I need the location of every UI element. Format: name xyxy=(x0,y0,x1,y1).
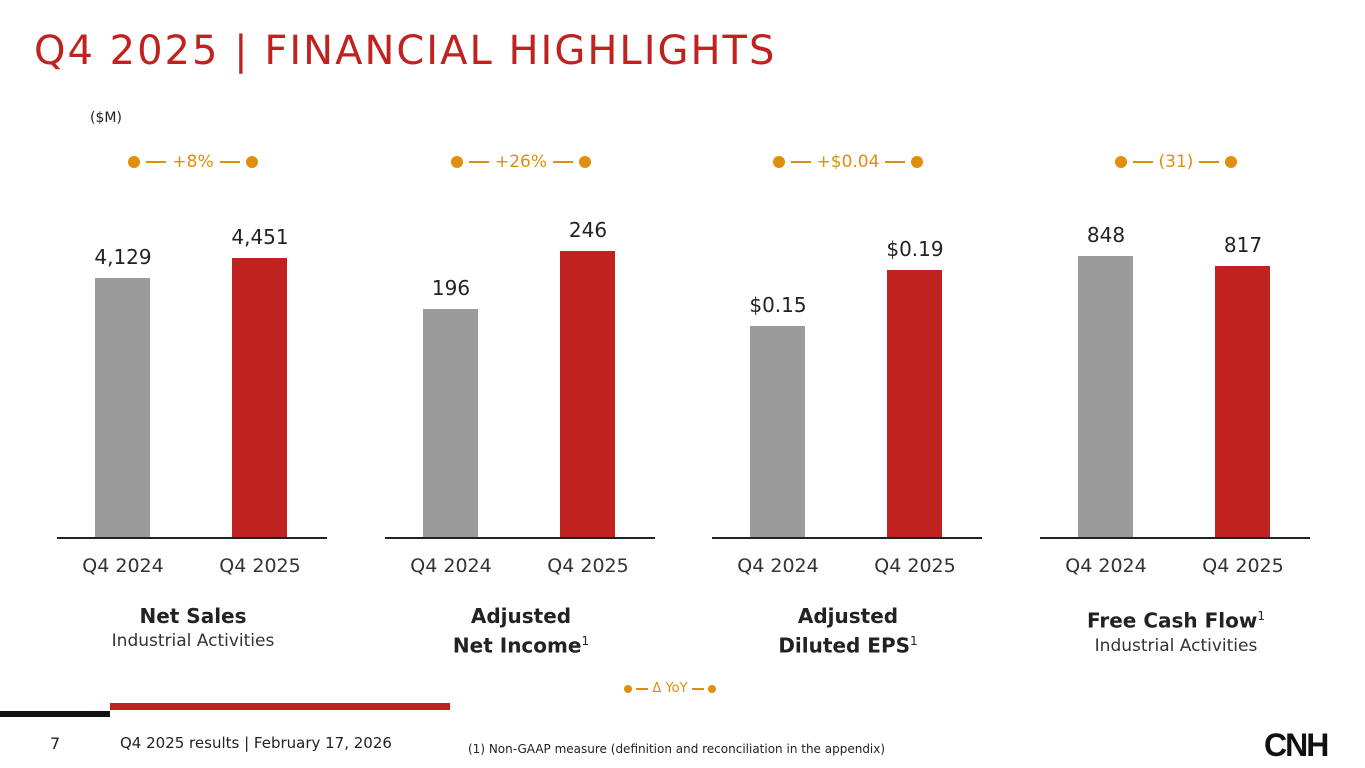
chart-title-text: Net Sales xyxy=(139,604,247,628)
delta-value: +8% xyxy=(172,152,214,172)
dot-icon xyxy=(128,156,141,168)
delta-indicator: +26% xyxy=(385,152,657,172)
chart-title: Free Cash Flow1 Industrial Activities xyxy=(1040,604,1312,659)
x-axis xyxy=(57,537,327,539)
footnote-marker: 1 xyxy=(1257,609,1265,623)
x-tick-label: Q4 2024 xyxy=(82,555,164,577)
delta-value: +26% xyxy=(494,152,548,172)
x-axis xyxy=(712,537,982,539)
legend-dot-icon xyxy=(707,684,716,693)
dot-icon xyxy=(911,156,924,168)
delta-indicator: (31) xyxy=(1040,152,1312,172)
legend: Δ YoY xyxy=(600,681,740,696)
chart-subtitle: Industrial Activities xyxy=(111,631,275,651)
chart-title: Adjusted Net Income1 xyxy=(385,604,657,659)
delta-value: +$0.04 xyxy=(816,152,880,172)
dot-icon xyxy=(450,156,463,168)
chart-1: +8% 4,129 Q4 2024 4,451 Q4 2025 Net Sales Indu… xyxy=(57,0,329,768)
footer-text: Q4 2025 results | February 17, 2026 xyxy=(120,734,392,752)
legend-dot-icon xyxy=(624,684,633,693)
footnote-marker: 1 xyxy=(910,634,918,648)
chart-2: +26% 196 Q4 2024 246 Q4 2025 Adjusted Net Inco… xyxy=(385,0,657,768)
value-label: 4,129 xyxy=(94,245,152,270)
value-label: $0.15 xyxy=(749,293,807,318)
delta-indicator: +8% xyxy=(57,152,329,172)
bar-prior xyxy=(95,278,150,537)
chart-title-text: Adjusted Diluted EPS xyxy=(778,604,911,658)
dot-icon xyxy=(1114,156,1127,168)
value-label: 4,451 xyxy=(231,224,289,249)
value-label: 196 xyxy=(431,276,471,301)
footnote-marker: 1 xyxy=(581,634,590,648)
page-title: Q4 2025 | FINANCIAL HIGHLIGHTS xyxy=(34,28,777,74)
bar-current xyxy=(887,270,942,537)
dot-icon xyxy=(579,156,592,168)
value-label: 817 xyxy=(1223,233,1263,258)
legend-label: Δ YoY xyxy=(652,681,688,696)
chart-subtitle: Industrial Activities xyxy=(1094,635,1258,656)
value-label: 246 xyxy=(568,217,608,242)
chart-4: (31) 848 Q4 2024 817 Q4 2025 Free Cash Flow1 I… xyxy=(1040,0,1312,768)
x-tick-label: Q4 2024 xyxy=(410,555,492,577)
x-tick-label: Q4 2025 xyxy=(874,555,956,577)
delta-value: (31) xyxy=(1158,152,1194,172)
dot-icon xyxy=(245,156,258,168)
x-tick-label: Q4 2025 xyxy=(547,555,629,577)
bar-current xyxy=(232,257,287,537)
x-axis xyxy=(1040,537,1310,539)
x-tick-label: Q4 2024 xyxy=(737,555,819,577)
chart-title: Adjusted Diluted EPS1 xyxy=(712,604,984,659)
x-tick-label: Q4 2025 xyxy=(1202,555,1284,577)
value-label: $0.19 xyxy=(886,237,944,262)
bar-prior xyxy=(1078,255,1133,537)
dot-icon xyxy=(772,156,785,168)
bar-prior xyxy=(423,309,478,537)
footer-bar-black xyxy=(0,711,110,717)
footnote: (1) Non-GAAP measure (definition and rec… xyxy=(468,742,886,756)
page-number: 7 xyxy=(50,734,61,753)
chart-title-text: Adjusted Net Income xyxy=(452,604,582,658)
chart-title-text: Free Cash Flow xyxy=(1087,608,1258,633)
unit-label: ($M) xyxy=(90,110,122,126)
delta-indicator: +$0.04 xyxy=(712,152,984,172)
x-axis xyxy=(385,537,655,539)
cnh-logo: CNH xyxy=(1264,727,1329,763)
chart-3: +$0.04 $0.15 Q4 2024 $0.19 Q4 2025 Adjusted Di… xyxy=(712,0,984,768)
dot-icon xyxy=(1225,156,1238,168)
x-tick-label: Q4 2025 xyxy=(219,555,301,577)
bar-current xyxy=(560,250,615,537)
x-tick-label: Q4 2024 xyxy=(1065,555,1147,577)
bar-current xyxy=(1215,266,1270,537)
value-label: 848 xyxy=(1086,222,1126,247)
bar-prior xyxy=(750,326,805,537)
footer-bar-red xyxy=(110,703,450,710)
chart-title: Net Sales Industrial Activities xyxy=(57,604,329,654)
